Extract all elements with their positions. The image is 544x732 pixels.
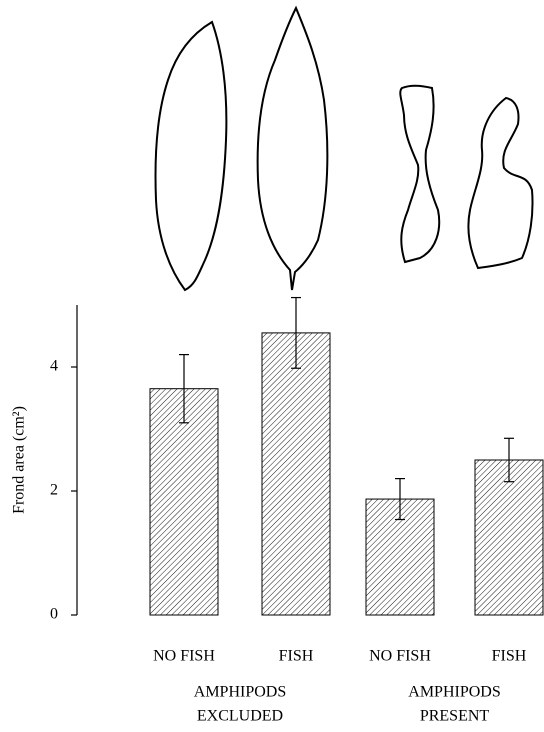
bar bbox=[149, 388, 219, 616]
y-tick-label: 4 bbox=[50, 358, 58, 375]
group-label: PRESENT bbox=[420, 708, 490, 725]
leaf bbox=[467, 96, 534, 270]
leaf bbox=[154, 20, 228, 292]
group-label: AMPHIPODS bbox=[408, 684, 500, 701]
bar bbox=[261, 332, 331, 616]
leaf bbox=[399, 84, 441, 264]
group-label: AMPHIPODS bbox=[194, 684, 286, 701]
x-tick-label: NO FISH bbox=[153, 648, 215, 665]
leaf bbox=[256, 5, 329, 291]
group-label: EXCLUDED bbox=[197, 708, 283, 725]
x-tick-label: NO FISH bbox=[369, 648, 431, 665]
error-bar bbox=[504, 437, 514, 483]
y-tick-label: 0 bbox=[50, 606, 58, 623]
y-axis-label: Frond area (cm²) bbox=[11, 406, 28, 514]
error-bar bbox=[291, 296, 301, 369]
error-bar bbox=[395, 478, 405, 521]
x-tick-label: FISH bbox=[279, 648, 314, 665]
x-tick-label: FISH bbox=[492, 648, 527, 665]
y-tick-label: 2 bbox=[50, 482, 58, 499]
bar bbox=[474, 459, 544, 616]
leaf-outlines bbox=[154, 5, 534, 292]
error-bar bbox=[179, 354, 189, 424]
